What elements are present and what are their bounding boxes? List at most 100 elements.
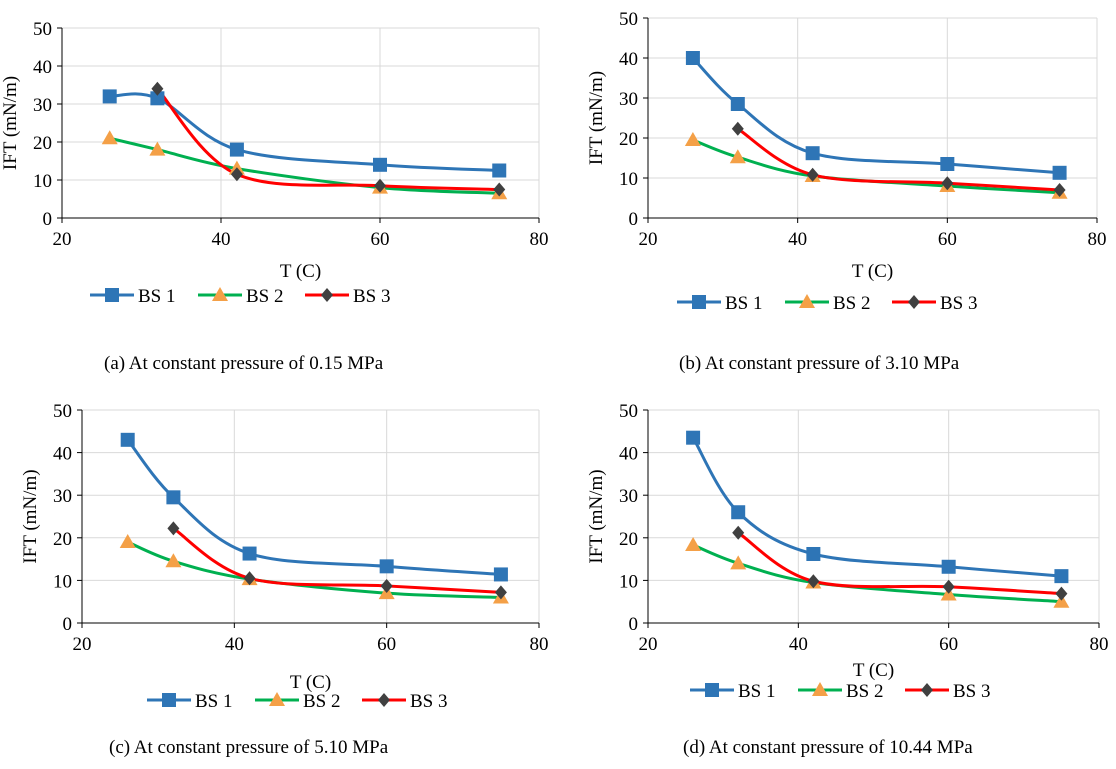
data-point [685, 51, 700, 65]
legend: BS 1 BS 2 BS 3 [690, 681, 991, 702]
x-tick-label: 80 [1090, 634, 1109, 655]
data-point [373, 157, 387, 172]
legend-label: BS 2 [303, 691, 341, 712]
data-point [493, 182, 506, 197]
y-axis-label: IFT (mN/m) [586, 71, 607, 165]
series-points-bs-3 [151, 81, 506, 197]
data-point [1055, 586, 1068, 601]
legend-marker [908, 295, 920, 309]
data-point [805, 146, 820, 161]
legend-label: BS 3 [940, 293, 978, 314]
y-axis-label: IFT (mN/m) [586, 469, 607, 563]
data-point [807, 574, 820, 589]
data-point [119, 534, 136, 549]
legend-marker [378, 693, 390, 707]
data-point [732, 525, 745, 540]
y-tick-label: 0 [629, 209, 639, 230]
data-point [492, 163, 507, 178]
data-point [374, 178, 386, 193]
y-tick-label: 20 [33, 133, 52, 154]
data-point [1053, 593, 1070, 608]
data-point [380, 578, 393, 593]
gridlines [648, 409, 1100, 623]
chart-caption-a: (a) At constant pressure of 0.15 MPa [104, 353, 384, 374]
chart-panel-c: 0 10 20 30 40 50 20 40 60 80 T (C) IFT (mN/m) BS 1 BS… [0, 390, 560, 769]
chart-caption-b: (b) At constant pressure of 3.10 MPa [679, 353, 960, 374]
y-tick-label: 0 [63, 614, 73, 635]
series-line-bs-1 [126, 438, 502, 576]
x-tick-label: 40 [788, 229, 807, 250]
legend-label: BS 3 [953, 681, 991, 702]
legend-marker [212, 287, 228, 301]
x-tick-label: 20 [73, 634, 92, 655]
legend-marker [921, 683, 933, 697]
x-tick-label: 20 [639, 634, 658, 655]
y-tick-label: 50 [619, 9, 638, 30]
legend-label: BS 1 [138, 286, 176, 307]
data-point [729, 149, 746, 164]
data-point [151, 81, 164, 96]
legend: BS 1 BS 2 BS 3 [90, 286, 391, 307]
data-point [1054, 569, 1069, 584]
data-point [1052, 165, 1067, 180]
legend-marker [321, 288, 333, 302]
series-line-bs-2 [109, 136, 500, 195]
legend: BS 1 BS 2 BS 3 [677, 293, 978, 314]
data-point [1053, 183, 1066, 197]
legend-marker [269, 692, 285, 706]
y-tick-label: 50 [33, 19, 52, 40]
legend-marker [799, 294, 815, 308]
data-point [165, 553, 182, 568]
legend-label: BS 2 [846, 681, 884, 702]
y-tick-label: 50 [619, 401, 638, 422]
chart-panel-a: 0 10 20 30 40 50 20 40 60 80 T (C) IFT (mN/m) BS 1 BS… [0, 0, 560, 390]
x-tick-label: 20 [639, 229, 658, 250]
data-point [730, 97, 745, 111]
data-point [149, 141, 166, 156]
series-line-bs-1 [691, 436, 1062, 578]
series-line-bs-2 [692, 543, 1062, 604]
data-point [731, 505, 746, 520]
y-tick-label: 30 [619, 486, 638, 507]
x-tick-label: 60 [371, 229, 390, 250]
legend-marker [105, 288, 119, 302]
x-tick-label: 40 [225, 634, 244, 655]
series-line-bs-1 [691, 56, 1060, 175]
data-point [150, 91, 165, 106]
legend-marker [705, 683, 719, 697]
y-tick-label: 0 [629, 614, 639, 635]
y-axis-label: IFT (mN/m) [0, 76, 21, 170]
chart-panel-b: 0 10 20 30 40 50 20 40 60 80 T (C) IFT (mN/m) BS 1 BS… [560, 0, 1116, 390]
y-tick-label: 50 [53, 401, 72, 422]
series-points-bs-1 [120, 432, 508, 582]
y-tick-label: 10 [619, 169, 638, 190]
x-tick-label: 80 [530, 634, 549, 655]
data-point [101, 130, 118, 145]
series-points-bs-1 [686, 430, 1069, 584]
series-line-bs-3 [172, 527, 502, 594]
data-point [806, 546, 821, 561]
y-tick-label: 30 [53, 486, 72, 507]
data-point [730, 555, 747, 570]
y-tick-label: 40 [53, 444, 72, 465]
series-points-bs-1 [102, 89, 507, 178]
y-tick-label: 10 [53, 571, 72, 592]
data-point [242, 546, 257, 561]
series-line-bs-3 [737, 531, 1062, 596]
x-tick-label: 80 [1088, 229, 1107, 250]
y-tick-label: 0 [43, 209, 53, 230]
data-point [167, 521, 180, 536]
legend-marker [812, 682, 828, 696]
gridlines [62, 27, 540, 218]
series-points-bs-3 [731, 121, 1066, 197]
data-point [941, 559, 956, 574]
data-point [493, 567, 508, 582]
legend-label: BS 1 [725, 293, 763, 314]
data-point [230, 167, 243, 182]
legend-label: BS 1 [195, 691, 233, 712]
legend-label: BS 1 [738, 681, 776, 702]
y-axis-label: IFT (mN/m) [20, 469, 41, 563]
